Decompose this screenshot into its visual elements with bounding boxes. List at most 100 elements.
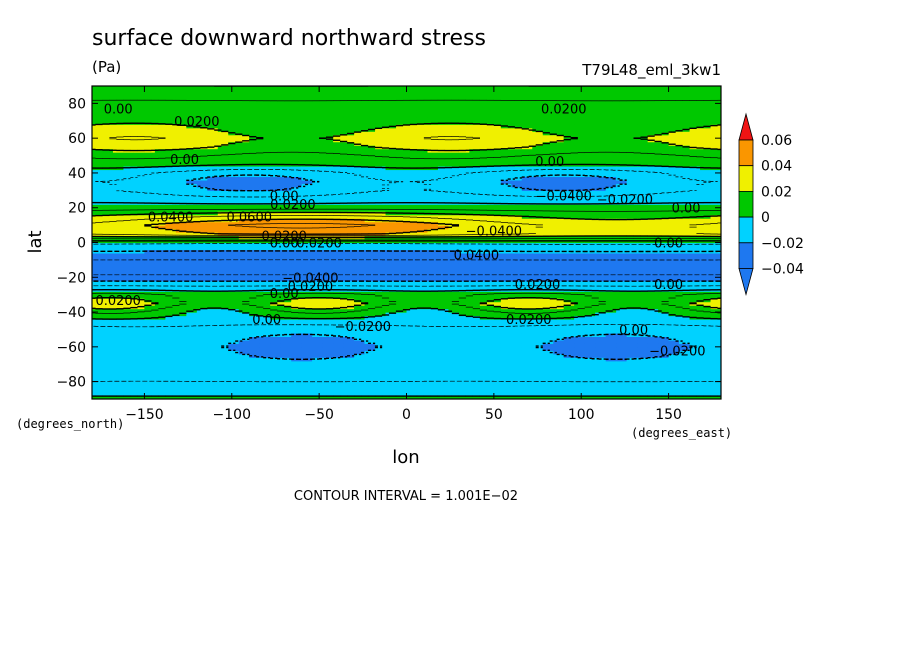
contour-cell bbox=[406, 92, 418, 98]
contour-cell bbox=[385, 388, 397, 393]
contour-cell bbox=[479, 374, 491, 379]
contour-cell bbox=[500, 273, 512, 278]
contour-cell bbox=[175, 113, 187, 118]
contour-cell bbox=[416, 319, 429, 324]
contour-cell bbox=[521, 99, 533, 104]
contour-cell bbox=[301, 211, 313, 216]
contour-cell bbox=[375, 312, 387, 317]
contour-cell bbox=[364, 378, 376, 383]
contour-cell bbox=[102, 96, 114, 101]
contour-cell bbox=[291, 211, 303, 216]
contour-cell bbox=[490, 312, 502, 317]
contour-cell bbox=[207, 225, 219, 230]
contour-cell bbox=[228, 291, 240, 296]
contour-cell bbox=[637, 336, 649, 341]
contour-cell bbox=[458, 183, 470, 188]
contour-cell bbox=[291, 134, 303, 139]
contour-cell bbox=[626, 110, 638, 115]
contour-cell bbox=[123, 360, 135, 365]
contour-cell bbox=[647, 325, 659, 331]
contour-cell bbox=[605, 256, 617, 261]
contour-cell bbox=[186, 350, 198, 355]
contour-cell bbox=[154, 332, 166, 337]
contour-cell bbox=[437, 145, 450, 150]
contour-cell bbox=[291, 270, 303, 275]
contour-cell bbox=[154, 183, 166, 188]
contour-cell bbox=[490, 245, 502, 251]
contour-cell bbox=[647, 374, 659, 379]
contour-cell bbox=[595, 145, 607, 150]
contour-cell bbox=[92, 89, 104, 94]
contour-cell bbox=[343, 284, 355, 289]
contour-cell bbox=[217, 96, 229, 101]
contour-cell bbox=[196, 280, 208, 285]
contour-cell bbox=[333, 280, 345, 285]
contour-cell bbox=[511, 277, 523, 282]
contour-cell bbox=[479, 99, 491, 104]
contour-cell bbox=[207, 332, 219, 337]
contour-cell bbox=[312, 298, 324, 303]
contour-cell bbox=[584, 325, 596, 331]
contour-cell bbox=[385, 294, 397, 299]
contour-cell bbox=[490, 385, 502, 390]
contour-cell bbox=[595, 350, 607, 355]
contour-cell bbox=[626, 346, 638, 351]
contour-cell bbox=[102, 86, 114, 91]
contour-cell bbox=[343, 343, 355, 348]
contour-cell bbox=[186, 388, 198, 393]
contour-cell bbox=[123, 190, 135, 195]
contour-cell bbox=[479, 388, 491, 393]
contour-cell bbox=[112, 385, 125, 390]
contour-cell bbox=[668, 339, 680, 344]
contour-cell bbox=[427, 280, 439, 285]
contour-cell bbox=[238, 131, 250, 136]
contour-cell bbox=[186, 381, 198, 386]
contour-cell bbox=[605, 263, 617, 268]
contour-cell bbox=[175, 190, 187, 195]
contour-cell bbox=[238, 207, 250, 212]
contour-cell bbox=[333, 152, 345, 157]
contour-cell bbox=[280, 284, 292, 289]
contour-cell bbox=[469, 138, 481, 143]
contour-cell bbox=[427, 92, 439, 98]
contour-cell bbox=[396, 120, 408, 125]
contour-cell bbox=[102, 106, 114, 111]
contour-cell bbox=[207, 378, 219, 383]
contour-cell bbox=[647, 96, 659, 101]
contour-cell bbox=[658, 252, 670, 258]
contour-cell bbox=[165, 134, 177, 139]
contour-cell bbox=[259, 252, 271, 258]
contour-cell bbox=[437, 374, 450, 379]
contour-cell bbox=[312, 280, 324, 285]
contour-cell bbox=[280, 346, 292, 351]
contour-cell bbox=[112, 273, 125, 278]
contour-cell bbox=[626, 252, 638, 258]
contour-cell bbox=[437, 360, 450, 365]
contour-cell bbox=[668, 315, 680, 320]
contour-cell bbox=[354, 86, 366, 91]
contour-cell bbox=[291, 385, 303, 390]
contour-cell bbox=[154, 367, 166, 372]
contour-cell bbox=[532, 395, 544, 399]
contour-cell bbox=[196, 120, 208, 125]
contour-cell bbox=[427, 99, 439, 104]
contour-cell bbox=[396, 113, 408, 118]
contour-cell bbox=[479, 183, 491, 188]
contour-cell bbox=[364, 106, 376, 111]
contour-cell bbox=[270, 89, 282, 94]
contour-cell bbox=[542, 294, 554, 299]
contour-cell bbox=[542, 221, 554, 226]
contour-cell bbox=[196, 273, 208, 278]
contour-cell bbox=[616, 252, 628, 258]
contour-cell bbox=[396, 106, 408, 111]
contour-cell bbox=[312, 325, 324, 331]
contour-cell bbox=[249, 343, 261, 348]
contour-cell bbox=[259, 291, 271, 296]
contour-cell bbox=[511, 159, 523, 164]
contour-cell bbox=[469, 169, 481, 174]
contour-cell bbox=[521, 360, 533, 365]
contour-cell bbox=[396, 242, 408, 247]
contour-cell bbox=[563, 197, 575, 202]
contour-cell bbox=[207, 204, 219, 209]
contour-cell bbox=[406, 256, 418, 261]
